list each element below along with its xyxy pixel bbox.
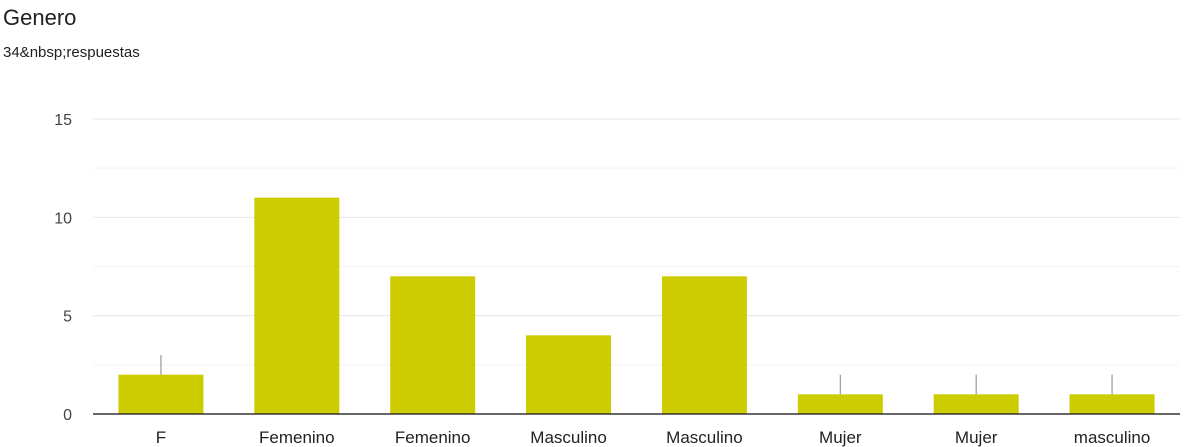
x-category-label: masculino <box>1074 428 1151 447</box>
bar[interactable] <box>1069 394 1155 414</box>
y-tick-label: 5 <box>63 309 72 326</box>
y-tick-label: 10 <box>54 210 72 227</box>
response-count: 34&nbsp;respuestas <box>3 44 140 61</box>
chart-title: Genero <box>3 5 77 30</box>
bar[interactable] <box>797 394 883 414</box>
x-category-label: Femenino <box>395 428 471 447</box>
bar[interactable] <box>526 335 612 414</box>
x-category-label: Femenino <box>259 428 335 447</box>
bar[interactable] <box>661 276 747 414</box>
bar[interactable] <box>118 374 204 414</box>
x-category-label: Mujer <box>819 428 862 447</box>
bar[interactable] <box>254 197 340 414</box>
bar[interactable] <box>933 394 1019 414</box>
x-category-label: F <box>156 428 166 447</box>
x-category-label: Mujer <box>955 428 998 447</box>
bar[interactable] <box>390 276 476 414</box>
y-tick-label: 15 <box>54 112 72 129</box>
x-category-label: Masculino <box>666 428 743 447</box>
y-tick-label: 0 <box>63 407 72 424</box>
x-category-label: Masculino <box>530 428 607 447</box>
